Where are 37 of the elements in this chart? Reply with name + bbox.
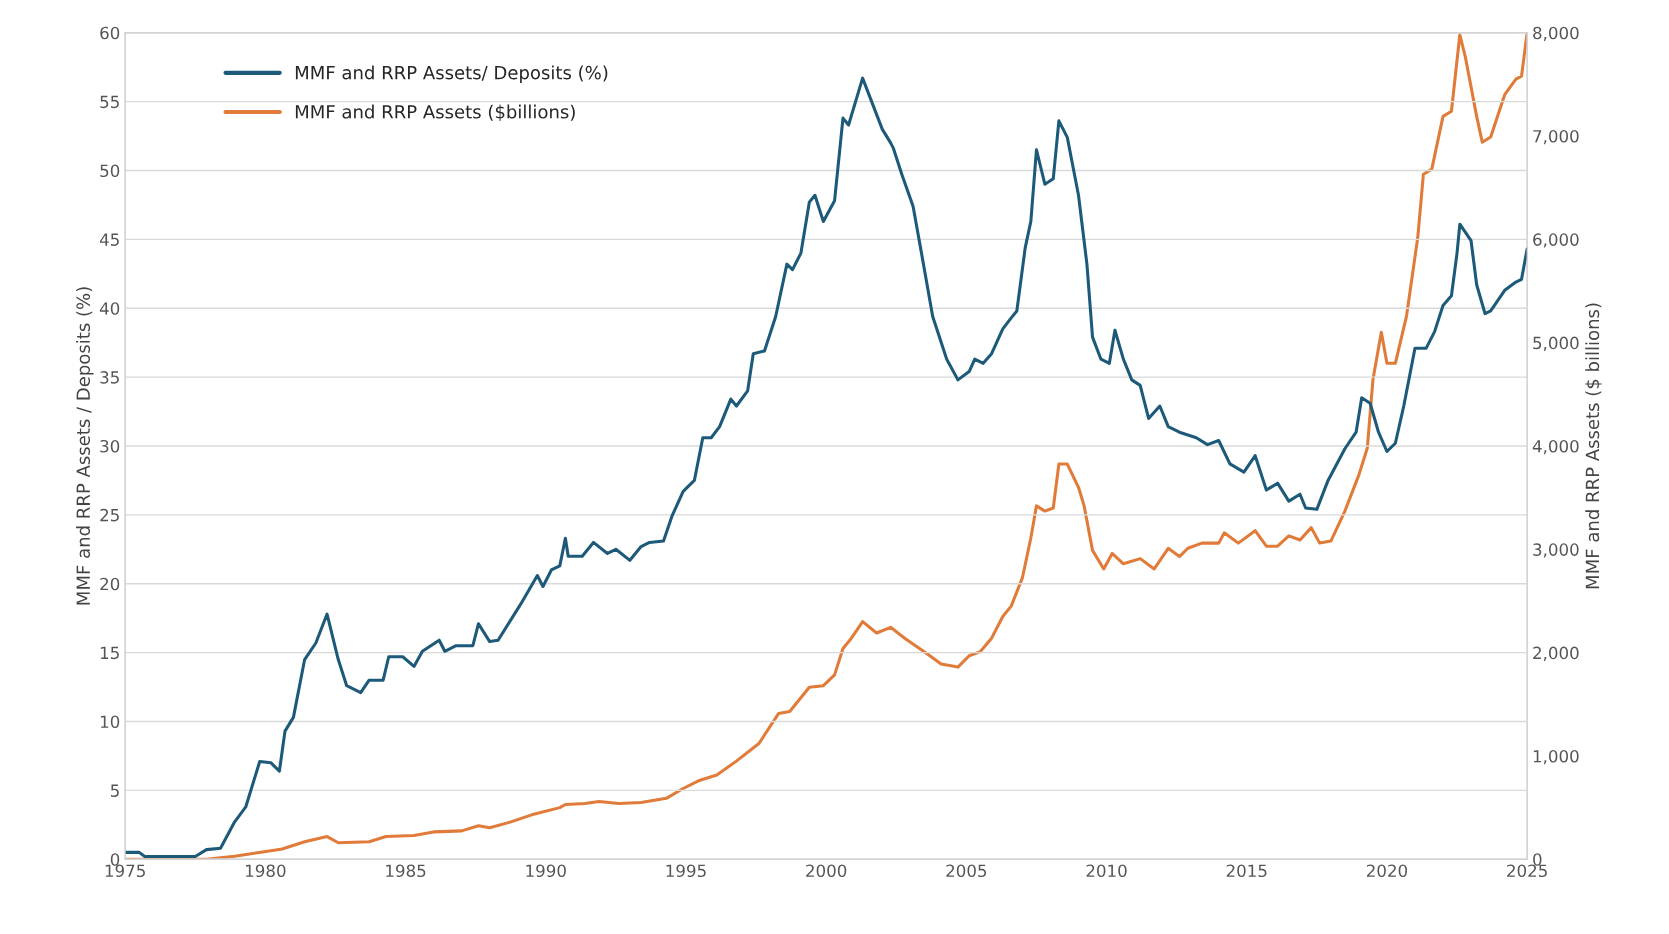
- y2-tick-label: 7,000: [1533, 129, 1579, 145]
- x-tick-label: 2025: [1507, 864, 1547, 878]
- x-tick-label: 1985: [386, 864, 426, 878]
- x-tick-label: 1980: [245, 864, 286, 878]
- x-tick-label: 2000: [806, 864, 847, 878]
- y-tick-label: 20: [100, 577, 120, 591]
- y2-tick-label: 4,000: [1532, 439, 1579, 455]
- y-tick-label: 0: [110, 853, 120, 866]
- y2-tick-label: 1,000: [1533, 749, 1579, 765]
- y2-tick-label: 3,000: [1533, 543, 1579, 558]
- legend-label: MMF and RRP Assets ($billions): [295, 104, 575, 121]
- x-tick-label: 2020: [1366, 864, 1408, 878]
- y-tick-label: 40: [99, 302, 120, 315]
- x-tick-label: 2015: [1226, 864, 1267, 878]
- y2-tick-label: 8,000: [1533, 26, 1579, 41]
- x-tick-label: 1975: [105, 864, 145, 878]
- x-tick-label: 1995: [666, 864, 706, 878]
- x-tick-label: 2010: [1086, 864, 1127, 878]
- x-tick-label: 1990: [526, 864, 566, 878]
- y2-axis-title: MMF and RRP Assets ($ billions): [1585, 303, 1602, 589]
- x-tick-label: 2005: [946, 864, 987, 878]
- y-axis-title: MMF and RRP Assets / Deposits (%): [76, 287, 94, 605]
- y-tick-label: 60: [100, 26, 120, 40]
- y2-tick-label: 5,000: [1533, 336, 1579, 351]
- y-tick-label: 25: [100, 508, 119, 522]
- y-tick-label: 30: [100, 439, 120, 453]
- legend-label: MMF and RRP Assets/ Deposits (%): [295, 65, 608, 83]
- y-tick-label: 5: [111, 784, 119, 797]
- y-tick-label: 55: [100, 95, 119, 109]
- y2-tick-label: 0: [1533, 853, 1542, 866]
- y-tick-label: 50: [100, 164, 120, 178]
- y-tick-label: 35: [100, 371, 119, 384]
- y-tick-label: 45: [99, 233, 119, 246]
- y2-tick-label: 2,000: [1533, 646, 1579, 661]
- y2-tick-label: 6,000: [1533, 233, 1579, 248]
- y-tick-label: 10: [100, 715, 120, 729]
- y-tick-label: 15: [100, 646, 119, 660]
